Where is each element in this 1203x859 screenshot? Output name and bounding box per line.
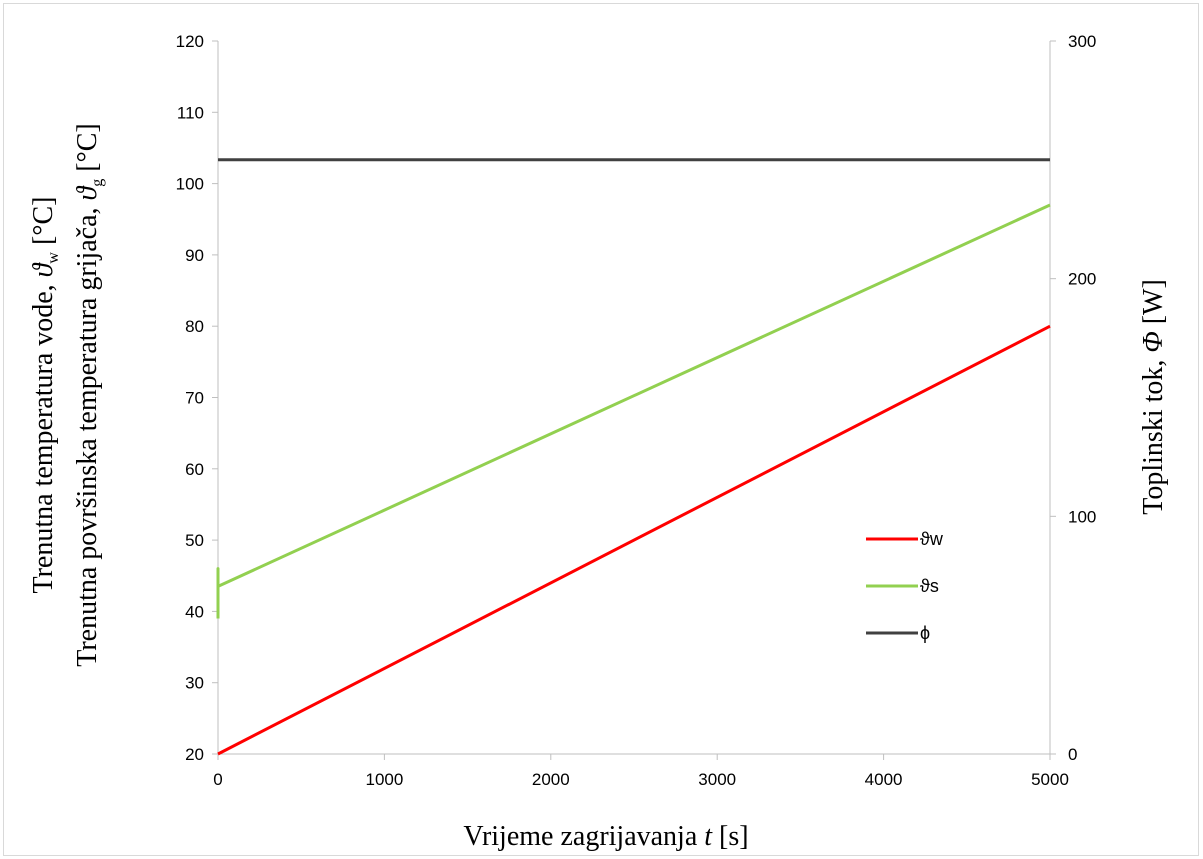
y2-tick-label: 0 bbox=[1068, 745, 1077, 764]
y-axis-title-line1: Trenutna temperatura vode, ϑw [°C] bbox=[28, 196, 62, 593]
y-tick-label: 60 bbox=[185, 460, 204, 479]
y-tick-label: 70 bbox=[185, 389, 204, 408]
x-tick-label: 3000 bbox=[698, 770, 736, 789]
series-line-ϑw bbox=[217, 324, 1051, 756]
y-tick-label: 110 bbox=[177, 103, 204, 122]
y2-tick-label: 100 bbox=[1068, 507, 1096, 526]
y-tick-label: 50 bbox=[185, 531, 204, 550]
y2-tick-label: 200 bbox=[1068, 270, 1096, 289]
y-tick-label: 100 bbox=[176, 175, 204, 194]
axes bbox=[212, 40, 1056, 760]
x-tick-label: 5000 bbox=[1031, 770, 1069, 789]
y-tick-label: 30 bbox=[185, 674, 204, 693]
y-tick-label: 40 bbox=[185, 602, 204, 621]
legend-label: ϕ bbox=[920, 623, 930, 643]
y-tick-label: 20 bbox=[185, 745, 204, 764]
legend: ϑw ϑs ϕ bbox=[866, 529, 944, 643]
chart-frame bbox=[3, 3, 1199, 856]
series-line-ϑs bbox=[216, 203, 1051, 619]
y-tick-label: 90 bbox=[185, 246, 204, 265]
y-tick-label: 80 bbox=[185, 317, 204, 336]
x-tick-label: 0 bbox=[213, 770, 222, 789]
x-tick-label: 2000 bbox=[532, 770, 570, 789]
y2-axis-title: Toplinski tok, Φ [W] bbox=[1138, 279, 1169, 515]
x-tick-label: 4000 bbox=[865, 770, 903, 789]
legend-label: ϑw bbox=[920, 529, 944, 549]
y2-tick-label: 300 bbox=[1068, 32, 1096, 51]
legend-label: ϑs bbox=[920, 576, 939, 596]
series-lines bbox=[216, 158, 1051, 756]
x-axis-title: Vrijeme zagrijavanja t [s] bbox=[463, 821, 748, 852]
y-tick-label: 120 bbox=[176, 32, 204, 51]
x-tick-label: 1000 bbox=[365, 770, 403, 789]
y-axis-title-line2: Trenutna površinska temperatura grijača,… bbox=[72, 123, 106, 667]
